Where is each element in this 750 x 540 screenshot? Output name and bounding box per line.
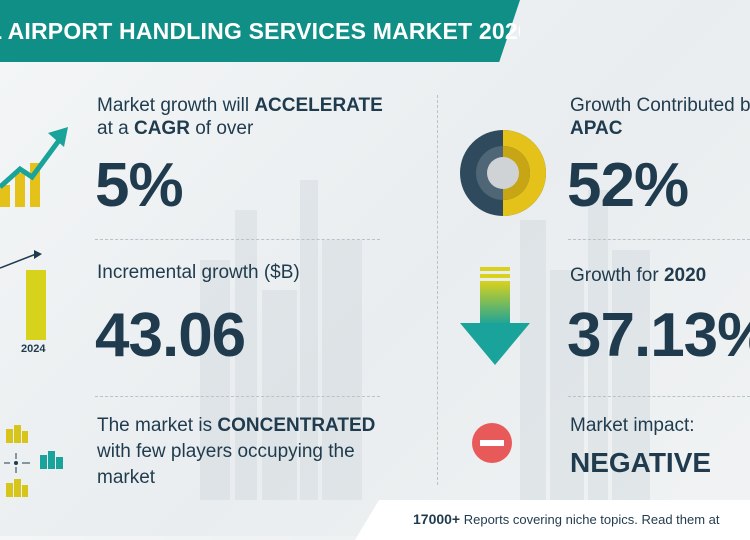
yoy-label-pre: Growth for <box>570 265 664 286</box>
cagr-text-post: of over <box>189 118 254 139</box>
concentration-text-line2: with few players occupying the <box>97 441 355 462</box>
apac-text-bold: APAC <box>570 118 623 139</box>
page-title: L AIRPORT HANDLING SERVICES MARKET 2020-… <box>0 18 520 44</box>
market-impact-value: NEGATIVE <box>570 447 712 478</box>
concentration-text-line1: The market is CONCENTRATED <box>97 415 375 437</box>
header-bar <box>0 0 520 62</box>
footer-message: Reports covering niche topics. Read them… <box>460 512 720 527</box>
donut-chart-icon <box>460 130 546 216</box>
growth-text-pre: Market growth will <box>97 95 255 116</box>
apac-text-line1: Growth Contributed b <box>570 95 750 116</box>
cagr-text-pre: at a <box>97 118 134 139</box>
footer-count: 17000+ <box>413 511 461 527</box>
minus-circle-icon <box>472 423 512 463</box>
bar-chart-icon <box>0 250 46 340</box>
market-impact-label: Market impact: <box>570 415 695 436</box>
incremental-growth-label: Incremental growth ($B) <box>97 262 300 283</box>
apac-text-line2: APAC <box>570 118 622 140</box>
growth-text-bold: ACCELERATE <box>254 95 383 116</box>
background-skyline <box>200 180 650 500</box>
yoy-label: Growth for 2020 <box>570 265 706 287</box>
footer-text: 17000+ Reports covering niche topics. Re… <box>413 511 720 527</box>
buildings-network-icon <box>4 425 63 497</box>
concentration-text-bold: CONCENTRATED <box>217 415 376 436</box>
growth-chart-icon <box>0 127 68 207</box>
yoy-value: 37.13% <box>567 301 750 370</box>
cagr-text-bold: CAGR <box>133 118 190 139</box>
concentration-text-line3: market <box>97 467 156 488</box>
growth-text-line2: at a CAGR of over <box>97 118 253 140</box>
divider-left-2 <box>95 396 380 397</box>
growth-text-line1: Market growth will ACCELERATE <box>97 95 383 117</box>
footer-bar <box>355 500 750 540</box>
apac-value: 52% <box>567 151 689 220</box>
down-arrow-icon <box>460 267 530 365</box>
divider-right-2 <box>568 396 750 397</box>
year-label: 2024 <box>21 343 46 355</box>
divider-vertical <box>437 95 438 485</box>
cagr-value: 5% <box>95 151 184 220</box>
divider-right-1 <box>568 239 750 240</box>
divider-left-1 <box>95 239 380 240</box>
incremental-growth-value: 43.06 <box>95 301 246 370</box>
concentration-text-pre: The market is <box>97 415 218 436</box>
yoy-label-bold: 2020 <box>663 265 707 286</box>
